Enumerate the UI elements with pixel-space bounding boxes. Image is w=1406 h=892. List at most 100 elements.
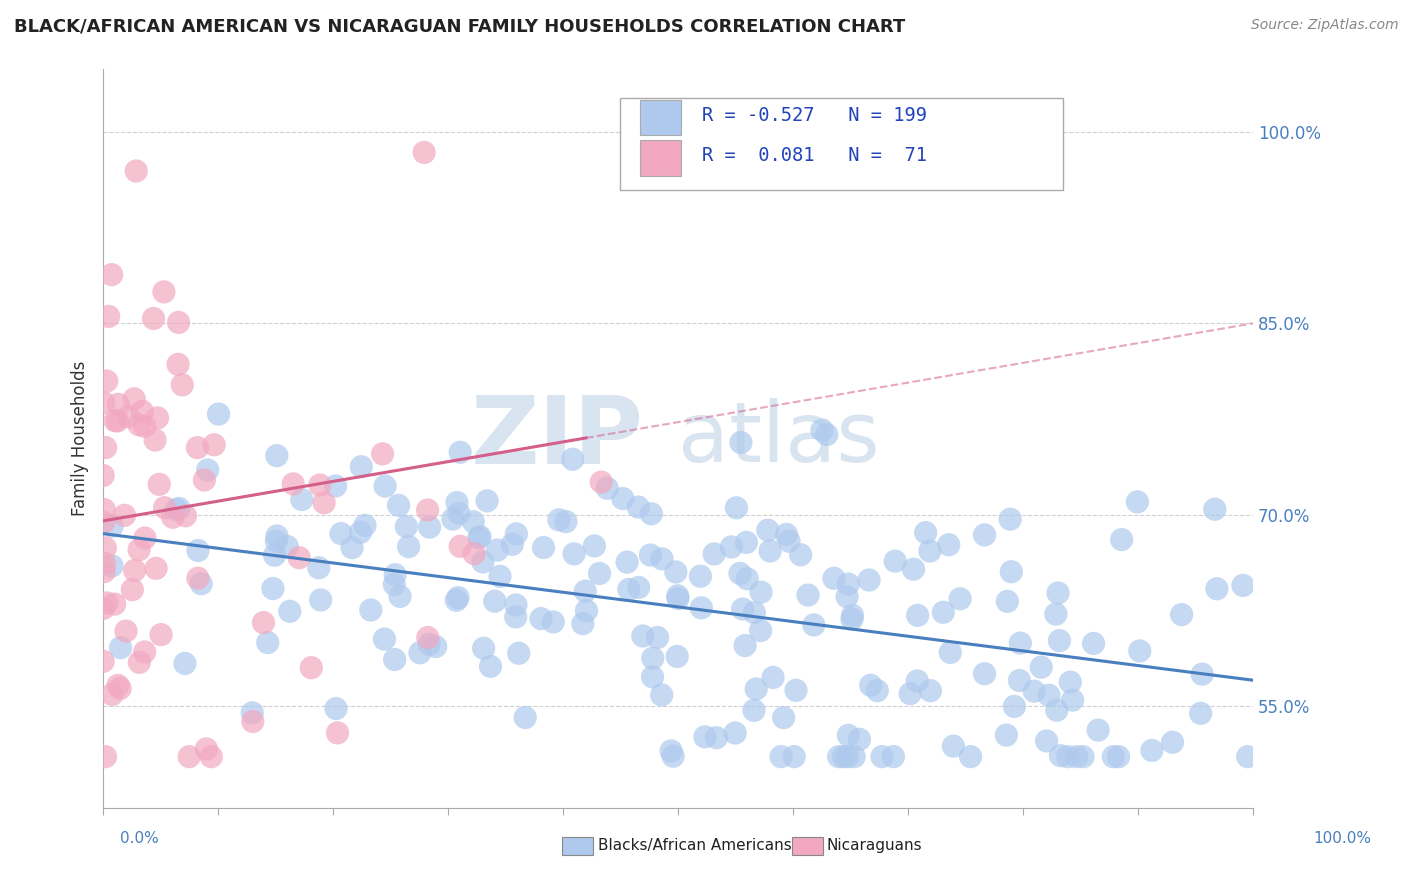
Point <box>266 449 288 463</box>
Point <box>1035 734 1057 748</box>
Point <box>276 540 298 554</box>
Point <box>596 481 619 495</box>
Point <box>262 582 284 596</box>
Point <box>815 427 838 442</box>
Point <box>122 392 145 406</box>
Point <box>882 749 904 764</box>
Point <box>616 555 638 569</box>
Point <box>93 557 115 571</box>
Point <box>96 374 118 388</box>
Bar <box>640 140 682 176</box>
Point <box>1108 749 1130 764</box>
Point <box>131 404 153 418</box>
Point <box>1049 633 1071 648</box>
Point <box>93 516 115 530</box>
Point <box>859 678 882 692</box>
Point <box>588 566 610 581</box>
Text: BLACK/AFRICAN AMERICAN VS NICARAGUAN FAMILY HOUSEHOLDS CORRELATION CHART: BLACK/AFRICAN AMERICAN VS NICARAGUAN FAM… <box>14 18 905 36</box>
Point <box>384 652 406 666</box>
Point <box>666 649 689 664</box>
Point <box>530 612 553 626</box>
Point <box>858 573 880 587</box>
Point <box>283 476 305 491</box>
Point <box>1189 706 1212 721</box>
Text: Blacks/African Americans: Blacks/African Americans <box>598 838 792 853</box>
Point <box>797 588 820 602</box>
Point <box>441 512 464 526</box>
Point <box>179 749 201 764</box>
Point <box>288 550 311 565</box>
Point <box>389 590 412 604</box>
Point <box>547 513 569 527</box>
Point <box>1170 607 1192 622</box>
Point <box>193 473 215 487</box>
Point <box>627 500 650 514</box>
Point <box>640 507 662 521</box>
Point <box>446 593 468 607</box>
Point <box>468 531 491 545</box>
Text: 0.0%: 0.0% <box>120 831 159 846</box>
Point <box>789 548 811 562</box>
Point <box>91 468 114 483</box>
Point <box>505 527 527 541</box>
Point <box>350 459 373 474</box>
Point <box>172 377 194 392</box>
Point <box>803 618 825 632</box>
Point <box>703 547 725 561</box>
Point <box>720 540 742 554</box>
Point <box>167 357 190 371</box>
Point <box>1140 743 1163 757</box>
Point <box>1129 644 1152 658</box>
Point <box>94 441 117 455</box>
Point <box>354 518 377 533</box>
Point <box>471 555 494 569</box>
Point <box>240 706 263 720</box>
Point <box>1049 748 1071 763</box>
Point <box>134 531 156 545</box>
Point <box>735 535 758 549</box>
Point <box>749 624 772 638</box>
Point <box>515 710 537 724</box>
Point <box>252 615 274 630</box>
Point <box>898 687 921 701</box>
Point <box>725 500 748 515</box>
Point <box>841 608 863 623</box>
Point <box>1002 699 1025 714</box>
Point <box>299 661 322 675</box>
Point <box>1024 684 1046 698</box>
Point <box>1161 735 1184 749</box>
Point <box>104 414 127 428</box>
Point <box>242 714 264 729</box>
Point <box>93 395 115 409</box>
Point <box>101 519 124 533</box>
Point <box>349 525 371 540</box>
Point <box>762 670 785 684</box>
Point <box>449 539 471 553</box>
Point <box>734 639 756 653</box>
Point <box>107 414 129 428</box>
Point <box>416 631 439 645</box>
Point <box>533 541 555 555</box>
Point <box>561 452 583 467</box>
Point <box>728 566 751 581</box>
Point <box>94 749 117 764</box>
Point <box>505 598 527 612</box>
Point <box>938 538 960 552</box>
Point <box>186 441 208 455</box>
Point <box>627 581 650 595</box>
Point <box>631 629 654 643</box>
Point <box>785 683 807 698</box>
Point <box>263 548 285 562</box>
Point <box>973 666 995 681</box>
Point <box>96 596 118 610</box>
Point <box>811 423 834 437</box>
Point <box>150 627 173 641</box>
Point <box>572 616 595 631</box>
Point <box>617 582 640 597</box>
Point <box>395 519 418 533</box>
Point <box>107 397 129 411</box>
Point <box>837 577 859 591</box>
Point <box>1038 688 1060 702</box>
Point <box>484 594 506 608</box>
Point <box>134 645 156 659</box>
